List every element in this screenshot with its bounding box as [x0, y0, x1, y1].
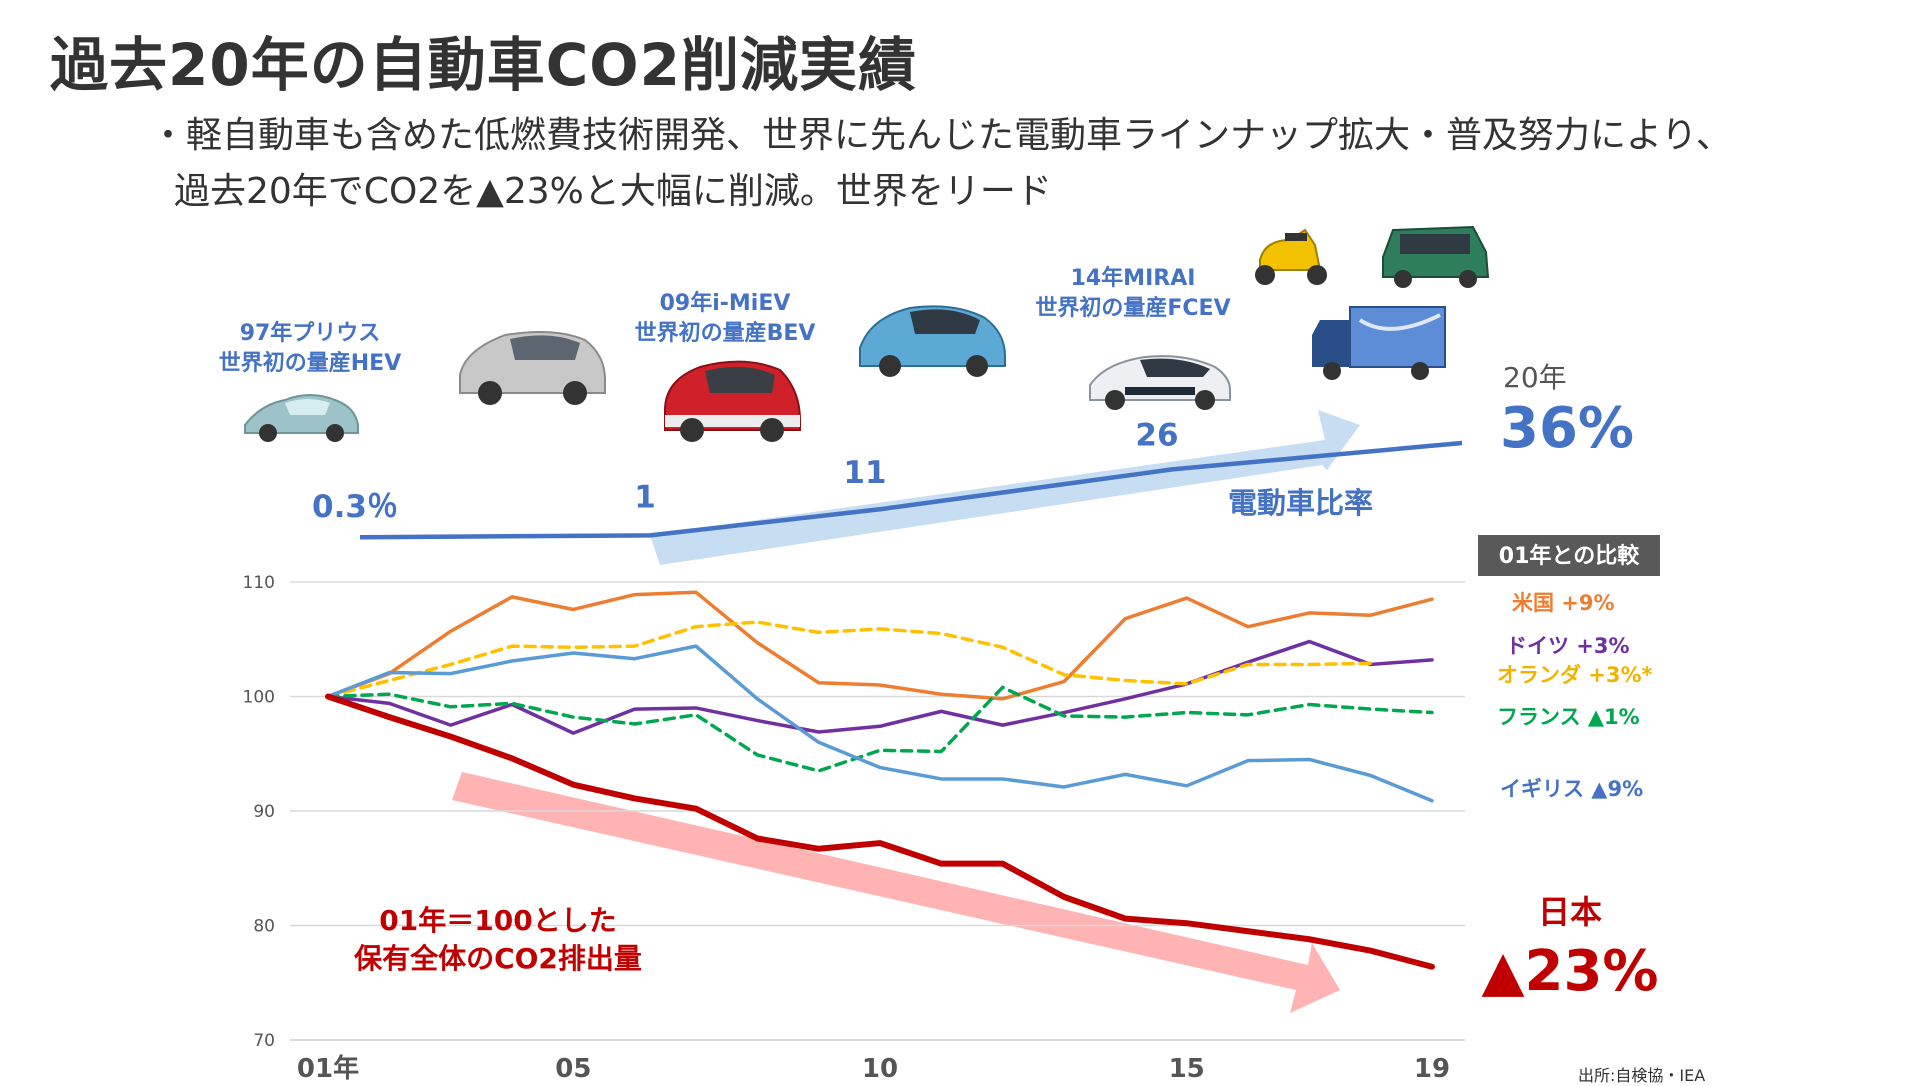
source-note: 出所:自検協・IEA [1578, 1066, 1706, 1085]
label-france: フランス ▲1% [1497, 705, 1640, 729]
japan-trend-arrow [452, 772, 1340, 1013]
ev-end-value: 36% [1500, 396, 1634, 461]
y-tick-label: 110 [243, 573, 275, 593]
ev-ratio-polyline [359, 440, 1463, 540]
page-title: 過去20年の自動車CO2削減実績 [50, 31, 917, 99]
chart-gridlines [290, 581, 1465, 1041]
x-tick-label: 15 [1169, 1054, 1205, 1080]
x-tick-label: 05 [555, 1054, 591, 1080]
series-line-germany [326, 639, 1434, 735]
prius-car-icon [244, 394, 359, 442]
ev-truck-icon [1312, 306, 1446, 380]
ev-point-label: 0.3％ [312, 489, 398, 525]
co2-annotation-line2: 保有全体のCO2排出量 [354, 942, 642, 975]
honda-fcx-car-icon [459, 330, 606, 405]
co2-annotation-line1: 01年＝100とした [379, 904, 616, 937]
x-axis-ticks: 01年 05 10 15 19 [297, 1053, 1450, 1080]
label-germany: ドイツ +3% [1506, 634, 1630, 658]
ev-point-label: 26 [1135, 417, 1178, 453]
ev-point-label: 1 [634, 479, 656, 515]
y-tick-label: 80 [253, 917, 275, 937]
y-axis-ticks: 70 80 90 100 110 [243, 573, 275, 1051]
wagon-r-car-icon [1382, 225, 1490, 288]
milestone-mirai-line2: 世界初の量産FCEV [1035, 295, 1230, 321]
label-japan: 日本 [1538, 893, 1602, 931]
x-tick-label: 19 [1414, 1054, 1450, 1080]
y-tick-label: 70 [253, 1031, 275, 1051]
ev-ratio-title: 電動車比率 [1228, 486, 1373, 520]
milestone-mirai-line1: 14年MIRAI [1071, 265, 1196, 291]
imiev-car-icon [664, 360, 801, 442]
series-line-france [326, 685, 1434, 773]
label-netherlands: オランダ +3%* [1497, 663, 1653, 687]
label-japan-value: ▲23% [1481, 939, 1658, 1004]
label-uk: イギリス ▲9% [1500, 777, 1643, 801]
leaf-car-icon [859, 305, 1006, 377]
ev-end-year: 20年 [1503, 361, 1567, 394]
y-tick-label: 90 [253, 802, 275, 822]
ev-point-label: 11 [843, 455, 886, 491]
comparison-header: 01年との比較 [1499, 543, 1640, 569]
mirai-car-icon [1089, 355, 1231, 410]
series-line-uk [326, 644, 1434, 803]
co2-series-lines [325, 590, 1435, 970]
milestone-imiev-line2: 世界初の量産BEV [635, 320, 816, 346]
milestone-prius-line2: 世界初の量産HEV [219, 350, 401, 376]
subtitle-line-2: 過去20年でCO2を▲23%と大幅に削減。世界をリード [174, 171, 1052, 212]
milestone-prius-line1: 97年プリウス [240, 320, 381, 346]
ev-trend-arrow [650, 410, 1360, 565]
series-line-japan [325, 693, 1435, 970]
subtitle: ・軽自動車も含めた低燃費技術開発、世界に先んじた電動車ラインナップ拡大・普及努力… [150, 108, 1732, 220]
x-tick-label: 10 [862, 1054, 898, 1080]
scooter-icon [1255, 228, 1327, 285]
subtitle-line-1: ・軽自動車も含めた低燃費技術開発、世界に先んじた電動車ラインナップ拡大・普及努力… [150, 115, 1732, 156]
y-tick-label: 100 [243, 688, 275, 708]
series-line-usa [326, 590, 1434, 701]
label-usa: 米国 +9% [1512, 591, 1615, 615]
comparison-header-bg [1478, 535, 1660, 576]
milestone-imiev-line1: 09年i-MiEV [660, 290, 791, 316]
series-line-netherlands [326, 620, 1373, 699]
x-tick-label: 01年 [297, 1053, 359, 1080]
